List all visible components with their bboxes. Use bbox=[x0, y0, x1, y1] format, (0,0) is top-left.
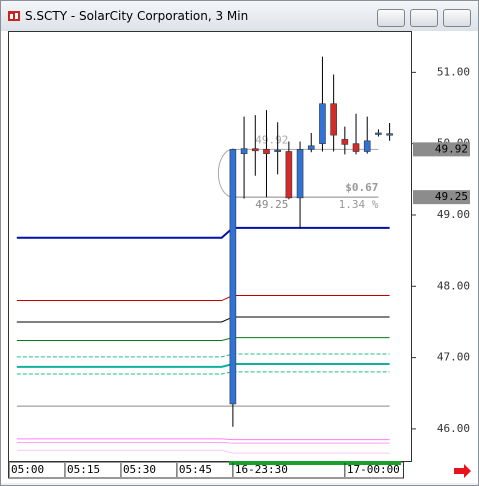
candle-body bbox=[285, 151, 293, 199]
price-tag-label: 49.25 bbox=[435, 190, 468, 203]
level-line bbox=[16, 441, 390, 444]
candle-body bbox=[363, 140, 371, 152]
plot-frame bbox=[8, 31, 412, 462]
close-button[interactable] bbox=[443, 9, 471, 27]
y-tick-label: 47.00 bbox=[437, 351, 470, 364]
candle-body bbox=[240, 148, 248, 154]
candle-body bbox=[319, 103, 326, 144]
price-tag-label: 49.92 bbox=[435, 142, 468, 155]
x-tick-label: 17-00:00 bbox=[347, 463, 400, 476]
minimize-button[interactable] bbox=[377, 9, 405, 27]
level-line bbox=[16, 363, 390, 368]
candle-body bbox=[386, 133, 393, 136]
candle-body bbox=[296, 149, 304, 199]
x-tick-label: 05:30 bbox=[123, 463, 156, 476]
scroll-arrow[interactable] bbox=[454, 464, 471, 478]
measure-arc bbox=[217, 148, 233, 198]
candle-body bbox=[330, 103, 337, 136]
level-line bbox=[16, 371, 390, 375]
measure-low: 49.25 bbox=[255, 198, 288, 211]
x-tick-label: 05:00 bbox=[11, 463, 44, 476]
candle-body bbox=[251, 148, 259, 152]
x-tick-label: 05:45 bbox=[179, 463, 212, 476]
candle-body bbox=[229, 149, 237, 405]
measure-percent: 1.34 % bbox=[339, 198, 379, 211]
x-tick-label: 16-23:30 bbox=[235, 463, 288, 476]
level-line bbox=[16, 449, 390, 454]
level-line bbox=[16, 337, 390, 341]
candle-body bbox=[375, 132, 382, 135]
candle-body bbox=[263, 149, 270, 154]
candle-body bbox=[274, 149, 281, 152]
level-line bbox=[16, 438, 390, 441]
title-bar: S.SCTY - SolarCity Corporation, 3 Min bbox=[1, 1, 478, 31]
y-tick-label: 46.00 bbox=[437, 422, 470, 435]
candle-body bbox=[352, 143, 360, 152]
x-tick-label: 05:15 bbox=[67, 463, 100, 476]
candle-body bbox=[341, 139, 349, 145]
level-line bbox=[16, 295, 390, 302]
candle-body bbox=[307, 145, 315, 150]
level-line bbox=[16, 226, 390, 239]
window-title: S.SCTY - SolarCity Corporation, 3 Min bbox=[25, 9, 249, 23]
level-line bbox=[16, 353, 390, 358]
chart: 46.0047.0048.0049.0050.0051.0005:0005:15… bbox=[1, 31, 478, 483]
app-icon bbox=[8, 11, 20, 21]
session-bar bbox=[229, 461, 401, 465]
price-tag bbox=[413, 142, 470, 157]
y-tick-label: 48.00 bbox=[437, 279, 470, 292]
y-tick-label: 49.00 bbox=[437, 208, 470, 221]
level-line bbox=[16, 316, 390, 323]
measure-change: $0.67 bbox=[345, 181, 378, 194]
maximize-button[interactable] bbox=[410, 9, 438, 27]
price-tag bbox=[413, 190, 470, 205]
measure-high: 49.92 bbox=[255, 133, 288, 146]
y-tick-label: 51.00 bbox=[437, 65, 470, 78]
